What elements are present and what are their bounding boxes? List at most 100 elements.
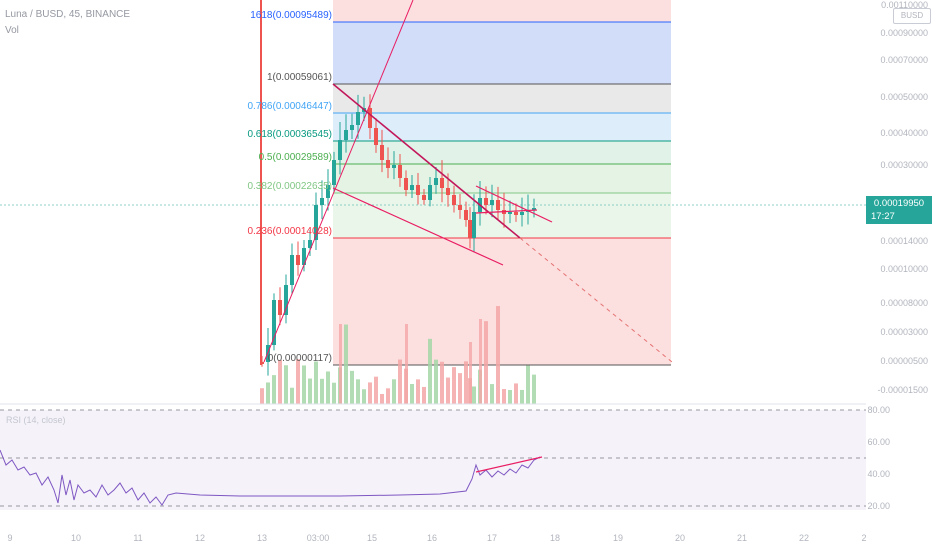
volume-bar: [320, 378, 324, 404]
volume-bar: [260, 388, 264, 404]
time-axis-label: 22: [798, 533, 810, 543]
candle-body: [314, 205, 318, 240]
fib-level-label: 0.618(0.00036545): [247, 129, 332, 140]
price-axis-label: 0.00040000: [880, 128, 928, 138]
symbol-title[interactable]: Luna / BUSD, 45, BINANCE: [5, 9, 131, 20]
volume-bar: [434, 359, 438, 404]
candle-body: [464, 210, 468, 220]
fib-anchor-line: [263, 0, 414, 363]
volume-bar: [314, 361, 318, 404]
time-axis-label: 15: [366, 533, 378, 543]
volume-bar: [508, 389, 512, 404]
time-axis-label: 2: [861, 533, 867, 543]
price-axis-label: 0.00030000: [880, 160, 928, 170]
rsi-axis-label: 40.00: [867, 469, 890, 479]
time-axis-label: 21: [736, 533, 748, 543]
volume-bar: [464, 361, 468, 404]
pennant-lower: [475, 209, 538, 214]
volume-bar: [290, 387, 294, 404]
candle-body: [472, 212, 476, 238]
volume-bar: [405, 324, 408, 404]
volume-bar: [496, 306, 500, 404]
price-axis-label: 0.00110000: [881, 0, 928, 10]
volume-bar: [532, 374, 536, 404]
volume-bar: [339, 324, 342, 404]
candle-body: [338, 140, 342, 160]
rsi-indicator-label[interactable]: RSI (14, close): [6, 415, 66, 425]
candle-body: [368, 108, 372, 128]
candle-body: [404, 178, 408, 190]
volume-bar: [392, 379, 396, 404]
candle-body: [350, 125, 354, 130]
fib-level-label: 0.236(0.00014028): [247, 226, 332, 237]
trend-drawings: [260, 0, 673, 365]
volume-bar: [472, 386, 476, 404]
volume-bar: [332, 382, 336, 404]
volume-bar: [266, 382, 270, 404]
rsi-trendline: [475, 456, 543, 473]
volume-bar: [422, 386, 426, 404]
candle-body: [272, 300, 276, 345]
candle-body: [290, 255, 294, 285]
fib-zone: [333, 113, 671, 141]
candle-body: [446, 188, 450, 195]
candle-body: [392, 165, 396, 168]
candle-body: [428, 185, 432, 200]
candle-body: [416, 185, 420, 195]
current-price-value: 0.00019950: [873, 198, 925, 209]
price-axis-label: 0.00014000: [880, 236, 928, 246]
volume-bar: [296, 359, 300, 404]
volume-bar: [344, 324, 348, 404]
candle-body: [296, 255, 300, 265]
volume-bar: [502, 389, 506, 404]
fib-zone: [333, 193, 671, 238]
candle-body: [308, 240, 312, 248]
price-axis-label: 0.00003000: [880, 327, 928, 337]
volume-bar: [514, 383, 518, 404]
volume-bar: [386, 388, 390, 404]
fib-zone: [333, 141, 671, 164]
volume-bar: [278, 359, 282, 404]
volume-bar: [380, 393, 384, 404]
volume-bar: [326, 371, 330, 404]
time-axis-label: 9: [7, 533, 13, 543]
price-axis-label: 0.00010000: [880, 264, 928, 274]
price-axis-label: 0.00090000: [880, 28, 928, 38]
fib-retracement-lines: [333, 21, 671, 366]
candle-body: [452, 195, 456, 205]
candle-body: [484, 198, 488, 205]
candlesticks: [260, 94, 536, 376]
rsi-band: [0, 410, 866, 510]
volume-bar: [469, 342, 472, 404]
volume-indicator-label[interactable]: Vol: [5, 25, 19, 36]
fib-level-label: 0.5(0.00029589): [258, 152, 332, 163]
volume-bar: [484, 321, 488, 404]
volume-bar: [368, 382, 372, 404]
fib-level-label: 1(0.00059061): [266, 72, 332, 83]
volume-bar: [490, 384, 494, 404]
currency-badge[interactable]: BUSD: [893, 8, 931, 24]
rsi-axis-label: 80.00: [867, 405, 890, 415]
candle-body: [490, 200, 494, 205]
price-chart[interactable]: [0, 0, 866, 405]
candle-body: [356, 112, 360, 125]
volume-bar: [458, 373, 462, 404]
candle-body: [434, 178, 438, 185]
volume-bar: [446, 377, 450, 404]
candle-body: [496, 200, 500, 210]
candle-body: [458, 205, 462, 210]
volume-bar: [452, 367, 456, 404]
candle-body: [398, 165, 402, 178]
time-axis-label: 17: [486, 533, 498, 543]
bar-countdown: 17:27: [871, 211, 895, 222]
volume-bar: [362, 389, 366, 404]
time-axis-label: 03:00: [306, 533, 330, 543]
volume-bar: [272, 375, 276, 404]
fib-retracement-zones: [333, 0, 671, 365]
volume-bar: [302, 365, 306, 404]
candle-body: [344, 130, 348, 140]
time-axis-label: 20: [674, 533, 686, 543]
price-axis-label: 0.00008000: [880, 298, 928, 308]
rsi-chart[interactable]: [0, 405, 866, 525]
rsi-line: [0, 449, 541, 506]
